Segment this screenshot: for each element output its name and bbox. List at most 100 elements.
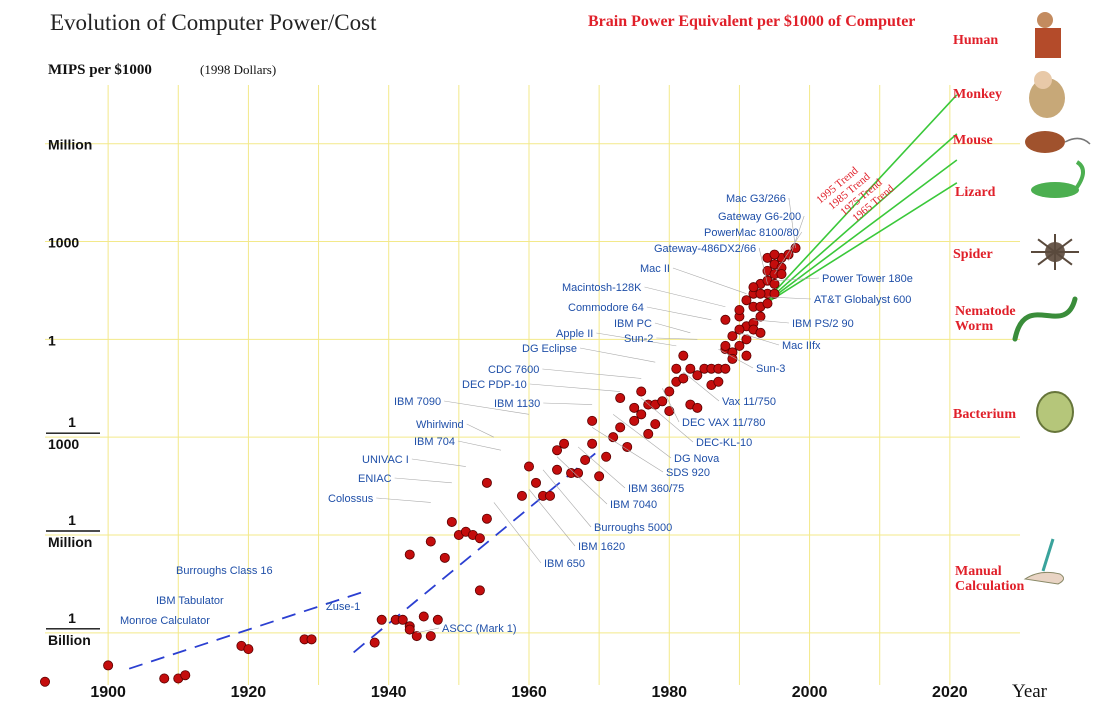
data-point (748, 282, 759, 293)
organism-label: Worm (955, 319, 993, 334)
annotation-leader (767, 296, 812, 300)
organism-label: Lizard (955, 185, 996, 200)
data-point (404, 549, 415, 560)
data-point (685, 363, 696, 374)
annotation-label: DEC VAX 11/780 (682, 417, 765, 429)
annotation-leader (457, 440, 501, 451)
annotation-leader (644, 286, 726, 308)
annotation-label: Sun-3 (756, 363, 785, 375)
y-tick-numerator: 1 (68, 414, 76, 430)
annotation-leader (394, 477, 452, 484)
annotation-label: ENIAC (358, 473, 392, 485)
organism-label: Calculation (955, 579, 1024, 594)
data-point (587, 438, 598, 449)
y-tick-label: 1000 (48, 235, 79, 251)
data-point (180, 670, 191, 681)
annotation-label: ASCC (Mark 1) (442, 623, 517, 635)
data-point (629, 415, 640, 426)
data-point (769, 249, 780, 260)
annotation-leader (444, 400, 530, 415)
x-axis-ticks: 1900 1920 1940 1960 1980 2000 2020 (90, 684, 967, 701)
spider-leg (1037, 238, 1056, 253)
annotation-leader (718, 348, 754, 369)
annotation-label: Colossus (328, 493, 374, 505)
organism-label: Human (953, 33, 998, 48)
spider-leg (1037, 251, 1056, 266)
annotation-label: Gateway G6-200 (718, 211, 801, 223)
x-axis-label: Year (1012, 681, 1048, 702)
annotation-leader (753, 319, 790, 324)
annotation-label: Zuse-1 (326, 601, 360, 613)
y-axis-ticks: Million 1000 1 1 1000 1 Million 1 Billion (46, 137, 100, 648)
data-point (720, 314, 731, 325)
annotation-label: IBM 7090 (394, 396, 441, 408)
data-point (481, 477, 492, 488)
spider-leg (1054, 238, 1073, 253)
annotation-label: Power Tower 180e (822, 273, 913, 285)
organism-label: Monkey (953, 87, 1002, 102)
annotation-label: IBM 650 (544, 558, 585, 570)
data-point (159, 673, 170, 684)
data-point (552, 445, 563, 456)
y-tick-label: 1 (48, 332, 56, 348)
data-point (594, 471, 605, 482)
annotation-label: DEC-KL-10 (696, 437, 752, 449)
annotations: Mac G3/266 Gateway G6-200 PowerMac 8100/80… (120, 193, 913, 635)
dashed-trend-segment (128, 589, 368, 670)
data-point (769, 278, 780, 289)
data-point (727, 331, 738, 342)
data-point (664, 406, 675, 417)
data-point (306, 634, 317, 645)
annotation-label: Mac II (640, 263, 670, 275)
data-point (692, 402, 703, 413)
y-tick-numerator: 1 (68, 610, 76, 626)
annotation-leader (416, 627, 440, 634)
data-point (439, 552, 450, 563)
annotation-label: Vax 11/750 (722, 396, 776, 408)
data-point (369, 637, 380, 648)
data-point (481, 513, 492, 524)
data-point (755, 311, 766, 322)
annotation-leader (656, 337, 698, 340)
annotation-label: Gateway-486DX2/66 (654, 243, 756, 255)
data-point (411, 631, 422, 642)
annotation-label: IBM 360/75 (628, 483, 684, 495)
organism-label: Mouse (953, 133, 993, 148)
chart-title: Evolution of Computer Power/Cost (50, 10, 377, 35)
annotation-leader (774, 277, 820, 281)
human-icon (1035, 12, 1061, 58)
annotation-label: DEC PDP-10 (462, 379, 527, 391)
bacterium-icon (1036, 391, 1074, 433)
annotation-leader (577, 446, 626, 489)
data-point (516, 490, 527, 501)
annotation-leader (493, 502, 542, 564)
annotation-label: IBM 1620 (578, 541, 625, 553)
annotation-label: DG Eclipse (522, 343, 577, 355)
annotation-label: IBM 1130 (494, 398, 540, 410)
annotation-label: DG Nova (674, 453, 720, 465)
data-point (713, 376, 724, 387)
annotation-leader (529, 383, 621, 392)
annotation-leader (641, 397, 694, 443)
annotation-label: Macintosh-128K (562, 282, 642, 294)
data-point (734, 324, 745, 335)
annotation-label: Sun-2 (624, 333, 653, 345)
annotation-leader (466, 423, 495, 438)
x-tick-label: 2000 (792, 684, 828, 701)
annotation-leader (591, 427, 664, 473)
annotation-leader (612, 414, 672, 459)
data-point (727, 353, 738, 364)
data-point (741, 350, 752, 361)
data-point (636, 409, 647, 420)
annotation-label: SDS 920 (666, 467, 710, 479)
annotation-leader (646, 306, 712, 321)
annotation-leader (774, 231, 803, 275)
data-point (755, 327, 766, 338)
annotation-leader (683, 371, 720, 402)
worm-icon (1012, 296, 1078, 342)
data-point (615, 422, 626, 433)
annotation-leader (661, 388, 680, 423)
mouse-tail (1064, 137, 1091, 145)
y-axis-label-sub: (1998 Dollars) (200, 62, 276, 77)
